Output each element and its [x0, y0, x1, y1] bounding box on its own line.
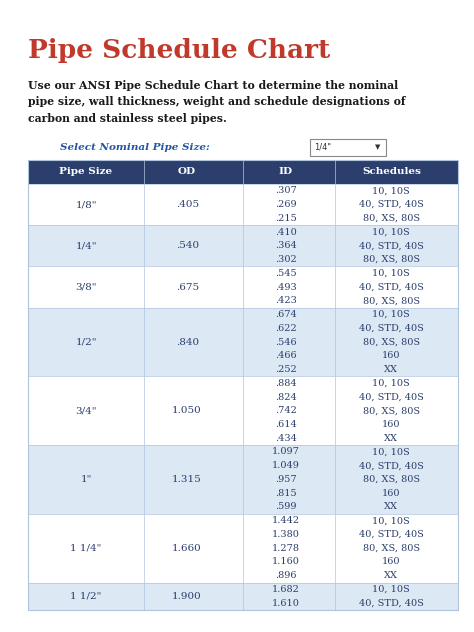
Text: 40, STD, 40S: 40, STD, 40S — [359, 200, 424, 209]
Text: 1.278: 1.278 — [272, 544, 300, 552]
Text: .364: .364 — [275, 241, 297, 250]
FancyBboxPatch shape — [28, 184, 458, 225]
Text: 1.160: 1.160 — [272, 557, 300, 566]
Text: 1 1/4": 1 1/4" — [70, 544, 102, 552]
Text: 40, STD, 40S: 40, STD, 40S — [359, 392, 424, 401]
Text: .252: .252 — [275, 365, 297, 374]
Text: .540: .540 — [175, 241, 199, 250]
Text: 1.900: 1.900 — [172, 592, 202, 601]
Text: 1/8": 1/8" — [75, 200, 97, 209]
Text: 1/2": 1/2" — [75, 337, 97, 346]
Text: Pipe Schedule Chart: Pipe Schedule Chart — [28, 38, 330, 63]
Text: 40, STD, 40S: 40, STD, 40S — [359, 241, 424, 250]
Text: 1.610: 1.610 — [272, 599, 300, 607]
Text: 80, XS, 80S: 80, XS, 80S — [363, 337, 420, 346]
Text: 10, 10S: 10, 10S — [373, 447, 410, 456]
Text: 1.050: 1.050 — [172, 406, 202, 415]
Text: 40, STD, 40S: 40, STD, 40S — [359, 283, 424, 291]
Text: .840: .840 — [175, 337, 199, 346]
Text: XX: XX — [384, 434, 398, 443]
Text: XX: XX — [384, 502, 398, 511]
Text: 3/4": 3/4" — [75, 406, 97, 415]
FancyBboxPatch shape — [310, 139, 386, 156]
Text: .674: .674 — [275, 310, 297, 319]
Text: .675: .675 — [175, 283, 199, 291]
Text: ▼: ▼ — [375, 145, 381, 150]
Text: 1": 1" — [81, 475, 92, 484]
Text: 160: 160 — [382, 420, 401, 429]
Text: 1.049: 1.049 — [272, 461, 300, 470]
Text: .599: .599 — [275, 502, 297, 511]
Text: 10, 10S: 10, 10S — [373, 585, 410, 594]
Text: 80, XS, 80S: 80, XS, 80S — [363, 255, 420, 264]
Text: 40, STD, 40S: 40, STD, 40S — [359, 324, 424, 333]
Text: 80, XS, 80S: 80, XS, 80S — [363, 475, 420, 484]
Text: OD: OD — [178, 167, 196, 176]
Text: 40, STD, 40S: 40, STD, 40S — [359, 461, 424, 470]
Text: 40, STD, 40S: 40, STD, 40S — [359, 530, 424, 539]
Text: 1/4": 1/4" — [314, 143, 331, 152]
Text: .302: .302 — [275, 255, 297, 264]
FancyBboxPatch shape — [28, 514, 458, 583]
Text: .493: .493 — [275, 283, 297, 291]
Text: 160: 160 — [382, 351, 401, 360]
Text: .546: .546 — [275, 337, 297, 346]
Text: 10, 10S: 10, 10S — [373, 310, 410, 319]
Text: .466: .466 — [275, 351, 297, 360]
FancyBboxPatch shape — [28, 225, 458, 267]
Text: Select Nominal Pipe Size:: Select Nominal Pipe Size: — [60, 143, 210, 152]
Text: .884: .884 — [275, 379, 297, 388]
Text: Use our ANSI Pipe Schedule Chart to determine the nominal
pipe size, wall thickn: Use our ANSI Pipe Schedule Chart to dete… — [28, 80, 405, 124]
Text: 10, 10S: 10, 10S — [373, 228, 410, 236]
Text: XX: XX — [384, 365, 398, 374]
Text: 80, XS, 80S: 80, XS, 80S — [363, 544, 420, 552]
Text: .614: .614 — [275, 420, 297, 429]
Text: XX: XX — [384, 571, 398, 580]
Text: .742: .742 — [275, 406, 297, 415]
Text: .815: .815 — [275, 489, 297, 497]
Text: .215: .215 — [275, 214, 297, 223]
Text: 3/8": 3/8" — [75, 283, 97, 291]
Text: .896: .896 — [275, 571, 297, 580]
Text: 1/4": 1/4" — [75, 241, 97, 250]
Text: 1.315: 1.315 — [172, 475, 202, 484]
FancyBboxPatch shape — [28, 308, 458, 377]
Text: 10, 10S: 10, 10S — [373, 379, 410, 388]
Text: 1.380: 1.380 — [272, 530, 300, 539]
Text: .434: .434 — [275, 434, 297, 443]
FancyBboxPatch shape — [28, 583, 458, 610]
Text: 80, XS, 80S: 80, XS, 80S — [363, 214, 420, 223]
Text: .957: .957 — [275, 475, 297, 484]
Text: .405: .405 — [175, 200, 199, 209]
Text: 80, XS, 80S: 80, XS, 80S — [363, 296, 420, 305]
Text: .269: .269 — [275, 200, 297, 209]
Text: .410: .410 — [275, 228, 297, 236]
FancyBboxPatch shape — [28, 377, 458, 445]
FancyBboxPatch shape — [28, 160, 458, 184]
Text: 160: 160 — [382, 489, 401, 497]
Text: .824: .824 — [275, 392, 297, 401]
FancyBboxPatch shape — [28, 445, 458, 514]
Text: ID: ID — [279, 167, 293, 176]
Text: 1.682: 1.682 — [272, 585, 300, 594]
Text: .423: .423 — [275, 296, 297, 305]
Text: .622: .622 — [275, 324, 297, 333]
Text: 10, 10S: 10, 10S — [373, 269, 410, 278]
Text: 80, XS, 80S: 80, XS, 80S — [363, 406, 420, 415]
Text: 1.097: 1.097 — [272, 447, 300, 456]
Text: 10, 10S: 10, 10S — [373, 186, 410, 195]
Text: .545: .545 — [275, 269, 297, 278]
Text: Schedules: Schedules — [362, 167, 421, 176]
Text: 1.660: 1.660 — [172, 544, 202, 552]
Text: 1 1/2": 1 1/2" — [70, 592, 102, 601]
Text: 10, 10S: 10, 10S — [373, 516, 410, 525]
Text: 1.442: 1.442 — [272, 516, 300, 525]
Text: 160: 160 — [382, 557, 401, 566]
FancyBboxPatch shape — [28, 267, 458, 308]
Text: Pipe Size: Pipe Size — [60, 167, 113, 176]
Text: .307: .307 — [275, 186, 297, 195]
Text: 40, STD, 40S: 40, STD, 40S — [359, 599, 424, 607]
